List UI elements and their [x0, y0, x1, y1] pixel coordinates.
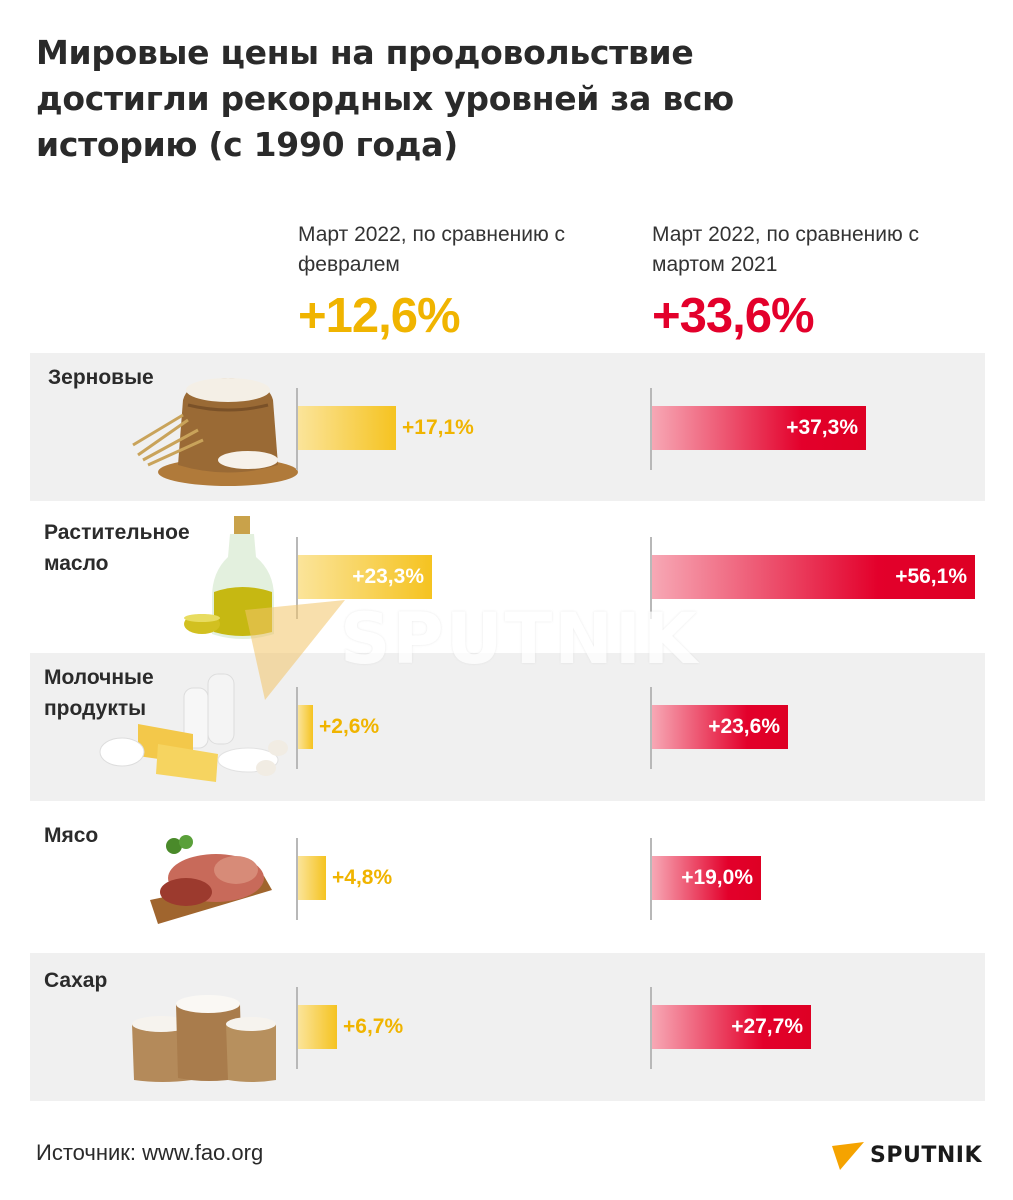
value-label-sugar-year: +27,7% — [731, 1015, 803, 1038]
bar-meat-month — [298, 856, 326, 900]
axis-line-grain-year — [650, 388, 652, 470]
source-note: Источник: www.fao.org — [36, 1140, 264, 1165]
bar-meat-year — [652, 856, 761, 900]
bar-sugar-year — [652, 1005, 811, 1049]
bar-oil-year — [652, 555, 975, 599]
category-label-dairy: Молочные продукты — [44, 666, 154, 720]
category-label-meat: Мясо — [44, 824, 99, 847]
axis-line-meat-year — [650, 838, 652, 920]
total-year-value: +33,6% — [652, 289, 815, 343]
watermark-text: SPUTNIK — [340, 598, 700, 680]
category-label-grain: Зерновые — [48, 366, 154, 389]
value-label-sugar-month: +6,7% — [343, 1015, 404, 1038]
value-label-meat-month: +4,8% — [332, 866, 393, 889]
bar-sugar-month — [298, 1005, 337, 1049]
value-label-oil-year: +56,1% — [895, 565, 967, 588]
column-heading-month: Март 2022, по сравнению с февралем — [298, 223, 566, 276]
bar-grain-year — [652, 406, 866, 450]
chart-title: Мировые цены на продовольствие достигли … — [36, 33, 734, 164]
bar-oil-month — [298, 555, 432, 599]
axis-line-sugar-year — [650, 987, 652, 1069]
value-label-grain-year: +37,3% — [786, 416, 858, 439]
value-label-oil-month: +23,3% — [352, 565, 424, 588]
dairy-icon — [99, 673, 288, 782]
oil-bottle-icon — [184, 516, 274, 639]
bar-dairy-month — [298, 705, 313, 749]
category-label-oil: Растительное масло — [44, 521, 190, 575]
axis-line-dairy-year — [650, 687, 652, 769]
sputnik-logo-icon — [832, 1142, 864, 1170]
axis-line-dairy-month — [296, 687, 298, 769]
brand-logo-text: SPUTNIK — [870, 1143, 982, 1168]
axis-line-oil-year — [650, 537, 652, 619]
bar-dairy-year — [652, 705, 788, 749]
value-label-dairy-year: +23,6% — [708, 715, 780, 738]
category-label-sugar: Сахар — [44, 969, 108, 992]
meat-icon — [150, 835, 272, 924]
sugar-sacks-icon — [132, 995, 276, 1082]
axis-line-meat-month — [296, 838, 298, 920]
axis-line-grain-month — [296, 388, 298, 470]
value-label-grain-month: +17,1% — [402, 416, 474, 439]
axis-line-sugar-month — [296, 987, 298, 1069]
bar-grain-month — [298, 406, 396, 450]
column-heading-year: Март 2022, по сравнению с мартом 2021 — [652, 223, 920, 276]
total-month-value: +12,6% — [298, 289, 461, 343]
value-label-dairy-month: +2,6% — [319, 715, 380, 738]
grain-sack-icon — [132, 378, 298, 486]
axis-line-oil-month — [296, 537, 298, 619]
value-label-meat-year: +19,0% — [681, 866, 753, 889]
